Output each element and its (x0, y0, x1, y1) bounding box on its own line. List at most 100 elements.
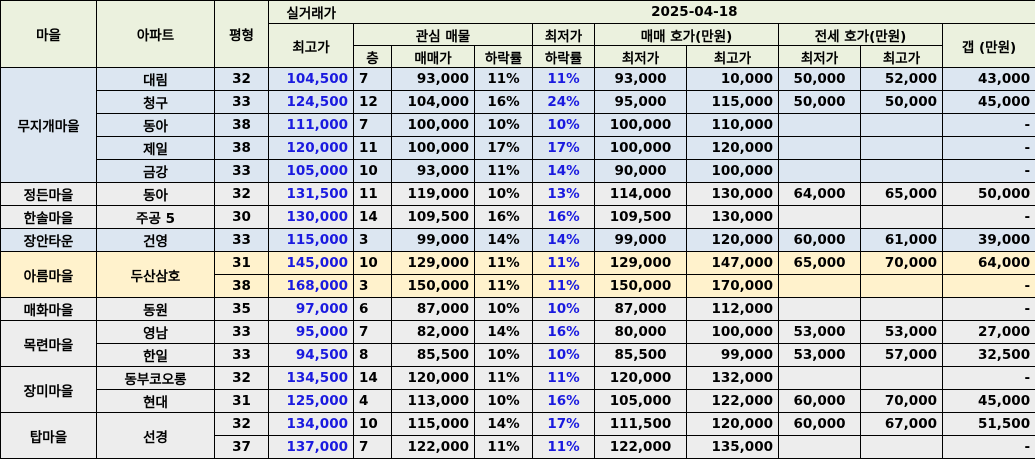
gap-cell: - (941, 297, 1035, 321)
min-drop-cell: 11% (532, 67, 595, 91)
jeonse-max-cell (860, 297, 943, 321)
sale-max-cell: 110,000 (686, 113, 779, 137)
jeonse-min-cell (778, 159, 861, 183)
pyeong-cell: 32 (214, 182, 269, 206)
jeonse-min-cell (778, 113, 861, 137)
sale-max-cell: 100,000 (686, 159, 779, 183)
jeonse-min-cell (778, 297, 861, 321)
sale-max-cell: 120,000 (686, 136, 779, 160)
sale-max-cell: 99,000 (686, 343, 779, 367)
floor-cell: 3 (353, 228, 392, 252)
min-drop-cell: 24% (532, 90, 595, 114)
gap-cell: 39,000 (941, 228, 1035, 252)
floor-cell: 7 (353, 320, 392, 344)
jeonse-max-cell: 50,000 (860, 90, 943, 114)
floor-cell: 8 (353, 343, 392, 367)
apartment-cell: 동아 (96, 182, 215, 206)
table-row: 청구 33 124,500 12 104,000 16% 24% 95,000 … (0, 90, 1035, 114)
jeonse-min-cell: 50,000 (778, 67, 861, 91)
table-row: 한솔마을 주공 5 30 130,000 14 109,500 16% 16% … (0, 205, 1035, 229)
col-interest: 관심 매물 (353, 23, 533, 46)
sale-min-cell: 109,500 (594, 205, 687, 229)
min-drop-cell: 16% (532, 320, 595, 344)
drop-rate-cell: 11% (474, 274, 533, 298)
jeonse-max-cell (860, 366, 943, 390)
drop-rate-cell: 14% (474, 228, 533, 252)
gap-cell: - (941, 274, 1035, 298)
pyeong-cell: 32 (214, 366, 269, 390)
floor-cell: 7 (353, 67, 392, 91)
gap-cell: 43,000 (941, 67, 1035, 91)
sale-min-cell: 93,000 (594, 67, 687, 91)
real-max-cell: 111,000 (268, 113, 354, 137)
col-sale-quote: 매매 호가(만원) (594, 23, 779, 46)
drop-rate-cell: 11% (474, 67, 533, 91)
col-gap: 갭 (만원) (941, 23, 1035, 68)
apartment-cell: 금강 (96, 159, 215, 183)
floor-cell: 7 (353, 435, 392, 459)
pyeong-cell: 38 (214, 136, 269, 160)
table-row: 무지개마을 대림 32 104,500 7 93,000 11% 11% 93,… (0, 67, 1035, 183)
village-cell: 한솔마을 (0, 205, 97, 229)
village-cell: 아름마을 (0, 251, 97, 298)
drop-rate-cell: 10% (474, 113, 533, 137)
table-row: 38 168,000 3 150,000 11% 11% 150,000 170… (0, 274, 1035, 298)
table-row: 장안타운 건영 33 115,000 3 99,000 14% 14% 99,0… (0, 228, 1035, 252)
sale-price-cell: 104,000 (391, 90, 475, 114)
gap-cell: 27,000 (941, 320, 1035, 344)
apartment-cell: 한일 (96, 343, 215, 367)
pyeong-cell: 32 (214, 67, 269, 91)
floor-cell: 14 (353, 366, 392, 390)
drop-rate-cell: 14% (474, 320, 533, 344)
sale-max-cell: 120,000 (686, 412, 779, 436)
jeonse-max-cell: 52,000 (860, 67, 943, 91)
pyeong-cell: 38 (214, 113, 269, 137)
min-drop-cell: 17% (532, 412, 595, 436)
col-sale-max: 최고가 (686, 45, 779, 68)
sale-max-cell: 120,000 (686, 228, 779, 252)
drop-rate-cell: 11% (474, 251, 533, 275)
min-drop-cell: 16% (532, 205, 595, 229)
drop-rate-cell: 10% (474, 343, 533, 367)
jeonse-min-cell (778, 274, 861, 298)
drop-rate-cell: 11% (474, 159, 533, 183)
real-max-cell: 145,000 (268, 251, 354, 275)
sale-max-cell: 115,000 (686, 90, 779, 114)
gap-cell: 50,000 (941, 182, 1035, 206)
sale-max-cell: 10,000 (686, 67, 779, 91)
floor-cell: 11 (353, 136, 392, 160)
floor-cell: 14 (353, 205, 392, 229)
drop-rate-cell: 10% (474, 182, 533, 206)
village-cell: 장미마을 (0, 366, 97, 413)
gap-cell: - (941, 136, 1035, 160)
jeonse-min-cell: 50,000 (778, 90, 861, 114)
jeonse-max-cell (860, 205, 943, 229)
apartment-cell: 현대 (96, 389, 215, 413)
col-drop-rate: 하락률 (474, 45, 533, 68)
floor-cell: 7 (353, 113, 392, 137)
jeonse-min-cell: 60,000 (778, 412, 861, 436)
sale-price-cell: 85,500 (391, 343, 475, 367)
col-real-max-top: 실거래가 (268, 0, 354, 24)
drop-rate-cell: 14% (474, 412, 533, 436)
col-sale-min: 최저가 (594, 45, 687, 68)
sale-price-cell: 129,000 (391, 251, 475, 275)
sale-min-cell: 80,000 (594, 320, 687, 344)
jeonse-min-cell: 53,000 (778, 343, 861, 367)
sale-max-cell: 122,000 (686, 389, 779, 413)
jeonse-min-cell: 64,000 (778, 182, 861, 206)
pyeong-cell: 33 (214, 343, 269, 367)
drop-rate-cell: 10% (474, 389, 533, 413)
jeonse-max-cell: 67,000 (860, 412, 943, 436)
apartment-cell: 선경 (96, 412, 215, 459)
floor-cell: 6 (353, 297, 392, 321)
table-row: 한일 33 94,500 8 85,500 10% 10% 85,500 99,… (0, 343, 1035, 367)
gap-cell: - (941, 205, 1035, 229)
jeonse-max-cell: 53,000 (860, 320, 943, 344)
jeonse-min-cell: 53,000 (778, 320, 861, 344)
jeonse-min-cell: 60,000 (778, 228, 861, 252)
apartment-cell: 동아 (96, 113, 215, 137)
real-max-cell: 131,500 (268, 182, 354, 206)
sale-min-cell: 85,500 (594, 343, 687, 367)
col-real-max-bottom: 최고가 (268, 23, 354, 68)
